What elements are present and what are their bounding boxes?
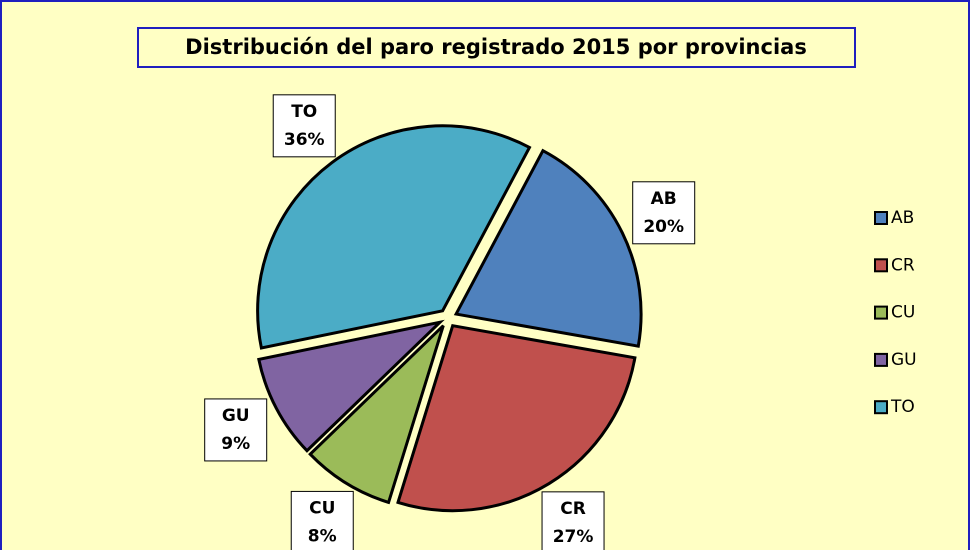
legend-swatch bbox=[874, 400, 888, 415]
data-label-value: 8% bbox=[308, 526, 337, 546]
pie-slice bbox=[308, 324, 445, 505]
data-label-value: 9% bbox=[221, 434, 250, 454]
legend-swatch bbox=[874, 211, 888, 225]
data-label-box bbox=[632, 181, 696, 245]
title-box bbox=[137, 27, 856, 68]
legend-label: CU bbox=[891, 303, 915, 323]
data-label-box bbox=[204, 398, 268, 462]
data-label-category: GU bbox=[222, 406, 250, 426]
data-label-box bbox=[272, 94, 336, 158]
data-label-category: CU bbox=[309, 498, 335, 518]
legend-label: AB bbox=[891, 208, 914, 228]
data-label-category: AB bbox=[651, 189, 677, 209]
pie-slice bbox=[257, 319, 445, 453]
legend-swatch bbox=[874, 352, 888, 367]
chart-title: Distribución del paro registrado 2015 po… bbox=[185, 35, 807, 59]
legend-label: GU bbox=[891, 350, 917, 370]
legend-swatch bbox=[874, 305, 888, 320]
data-label-category: TO bbox=[291, 102, 317, 122]
legend-label: TO bbox=[890, 397, 915, 417]
data-label-box bbox=[541, 491, 605, 550]
data-label-value: 20% bbox=[643, 217, 684, 237]
data-label-box bbox=[290, 490, 354, 550]
data-label-value: 36% bbox=[284, 130, 325, 150]
pie-slice bbox=[396, 323, 637, 513]
pie-slice bbox=[256, 124, 532, 350]
data-label-value: 27% bbox=[553, 527, 594, 547]
data-label-category: CR bbox=[560, 499, 586, 519]
legend-label: CR bbox=[891, 255, 915, 275]
pie-slice bbox=[453, 148, 643, 348]
legend-swatch bbox=[874, 258, 888, 273]
